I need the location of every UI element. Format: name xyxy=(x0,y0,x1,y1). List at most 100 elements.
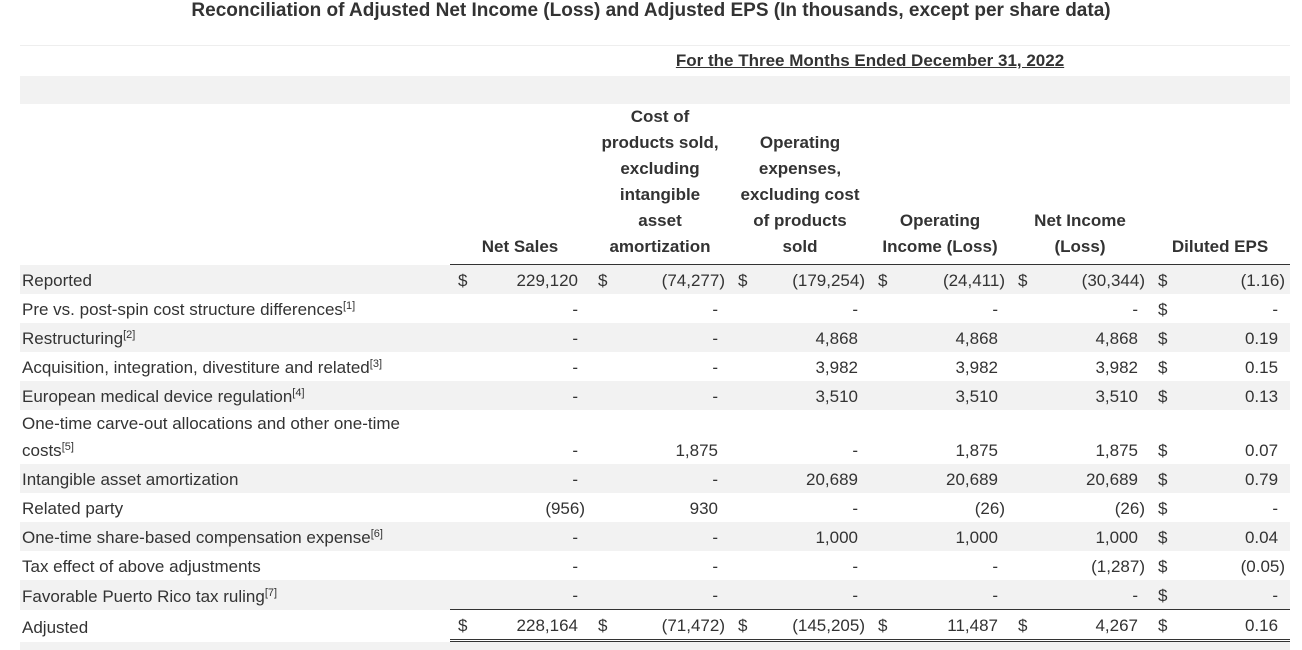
footnote-ref: [6] xyxy=(370,528,383,540)
value-cell: - xyxy=(450,323,590,352)
header-row: Net Sales Cost of products sold, excludin… xyxy=(20,104,1290,265)
value-cell: - xyxy=(730,294,870,323)
value-cell: - xyxy=(870,580,1010,610)
row-label: Acquisition, integration, divestiture an… xyxy=(20,352,450,381)
cell-value: - xyxy=(712,586,718,605)
period-header: For the Three Months Ended December 31, … xyxy=(450,45,1291,76)
currency-sign: $ xyxy=(1158,387,1168,406)
value-cell: - xyxy=(1010,580,1150,610)
cell-value: - xyxy=(712,358,718,377)
currency-sign: $ xyxy=(1158,557,1168,576)
cell-value: - xyxy=(712,387,718,406)
value-cell: 1,000 xyxy=(730,522,870,551)
value-cell: (26) xyxy=(1010,493,1150,522)
table-row: Acquisition, integration, divestiture an… xyxy=(20,352,1290,381)
value-cell: 3,982 xyxy=(870,352,1010,381)
cell-value: - xyxy=(572,557,578,576)
value-cell: - xyxy=(590,381,730,410)
value-cell: - xyxy=(730,410,870,464)
value-cell: - xyxy=(450,352,590,381)
cell-value: 3,982 xyxy=(815,358,858,377)
cell-value: - xyxy=(852,441,858,460)
value-cell: $0.13 xyxy=(1150,381,1291,410)
cell-value: - xyxy=(1272,499,1279,518)
value-cell: 3,510 xyxy=(730,381,870,410)
row-label-text: Adjusted xyxy=(22,617,89,637)
row-label-text: One-time share-based compensation expens… xyxy=(22,528,371,547)
row-label-text: European medical device regulation xyxy=(22,387,293,406)
value-cell: $0.07 xyxy=(1150,410,1290,464)
cell-value: - xyxy=(852,300,858,319)
table-wrap: For the Three Months Ended December 31, … xyxy=(20,45,1291,650)
reconciliation-table: For the Three Months Ended December 31, … xyxy=(20,45,1291,642)
cell-value: 1,875 xyxy=(955,441,998,460)
cell-value: (145,205) xyxy=(792,616,865,635)
value-cell: $ - xyxy=(1150,580,1291,610)
value-cell: - xyxy=(590,352,730,381)
value-cell: - xyxy=(590,464,730,493)
cell-value: 3,982 xyxy=(1095,358,1138,377)
cell-value: 1,000 xyxy=(815,528,858,547)
value-cell: $229,120 xyxy=(450,264,590,294)
table-row: Related party (956) 930- (26) (26) $ - xyxy=(20,493,1290,522)
table-row: Favorable Puerto Rico tax ruling[7] - - - - -… xyxy=(20,580,1291,610)
cell-value: 1,875 xyxy=(1095,441,1138,460)
currency-sign: $ xyxy=(458,616,468,635)
cell-value: 11,487 xyxy=(947,616,998,635)
row-label: Tax effect of above adjustments xyxy=(20,551,450,580)
currency-sign: $ xyxy=(1158,329,1168,348)
footnote-ref: [1] xyxy=(342,300,356,312)
cell-value: 20,689 xyxy=(806,470,858,489)
value-cell: 20,689 xyxy=(730,464,870,493)
value-cell: 3,510 xyxy=(1010,381,1150,410)
cell-value: - xyxy=(572,329,578,348)
cell-value: - xyxy=(992,557,998,576)
cell-value: (179,254) xyxy=(792,271,865,290)
value-cell: - xyxy=(730,551,870,580)
cell-value: 3,510 xyxy=(815,387,858,406)
table-row: Adjusted $228,164 $ (71,472) $ (145,205) $11,4… xyxy=(20,609,1291,642)
cell-value: - xyxy=(572,358,578,377)
table-row: Reported $229,120 $ (74,277) $ (179,254) $ (24,… xyxy=(20,264,1291,294)
cell-value: (71,472) xyxy=(661,616,725,635)
cell-value: 3,510 xyxy=(955,387,998,406)
value-cell: 4,868 xyxy=(1010,323,1150,352)
cell-value: - xyxy=(852,499,858,518)
table-row: Tax effect of above adjustments - - - - (1,28… xyxy=(20,551,1290,580)
value-cell: $ (74,277) xyxy=(590,264,730,294)
cell-value: 0.15 xyxy=(1244,358,1279,377)
cell-value: - xyxy=(572,441,578,460)
row-label: Related party xyxy=(20,493,450,522)
currency-sign: $ xyxy=(1018,616,1028,635)
table-row: Restructuring[2] - - 4,868 4,868 4,868 $0.19 xyxy=(20,323,1291,352)
value-cell: $ (24,411) xyxy=(870,264,1010,294)
value-cell: - xyxy=(590,580,730,610)
row-label: Intangible asset amortization xyxy=(20,464,450,493)
column-header: Operating Income (Loss) xyxy=(882,211,998,256)
cell-value: (0.05) xyxy=(1240,557,1286,576)
value-cell: $ - xyxy=(1150,493,1290,522)
table-row: Intangible asset amortization - - 20,689 20,… xyxy=(20,464,1291,493)
value-cell: $0.19 xyxy=(1150,323,1291,352)
cell-value: - xyxy=(1272,586,1279,605)
value-cell: $4,267 xyxy=(1010,609,1150,642)
cell-value: - xyxy=(572,528,578,547)
value-cell: - xyxy=(450,464,590,493)
value-cell: 1,000 xyxy=(1010,522,1150,551)
footnote-ref: [3] xyxy=(369,358,382,370)
cell-value: 3,510 xyxy=(1095,387,1138,406)
value-cell: 930 xyxy=(590,493,730,522)
cell-value: (30,344) xyxy=(1081,271,1145,290)
currency-sign: $ xyxy=(1018,271,1028,290)
currency-sign: $ xyxy=(458,271,468,290)
value-cell: - xyxy=(730,580,870,610)
value-cell: - xyxy=(450,551,590,580)
row-label: Reported xyxy=(20,264,450,294)
cell-value: 1,875 xyxy=(675,441,718,460)
cell-value: - xyxy=(992,300,998,319)
table-row: European medical device regulation[4] - - 3… xyxy=(20,381,1291,410)
currency-sign: $ xyxy=(1158,616,1168,635)
cell-value: - xyxy=(572,586,578,605)
cell-value: 4,267 xyxy=(1095,616,1138,635)
row-label-text: Favorable Puerto Rico tax ruling xyxy=(22,586,265,606)
